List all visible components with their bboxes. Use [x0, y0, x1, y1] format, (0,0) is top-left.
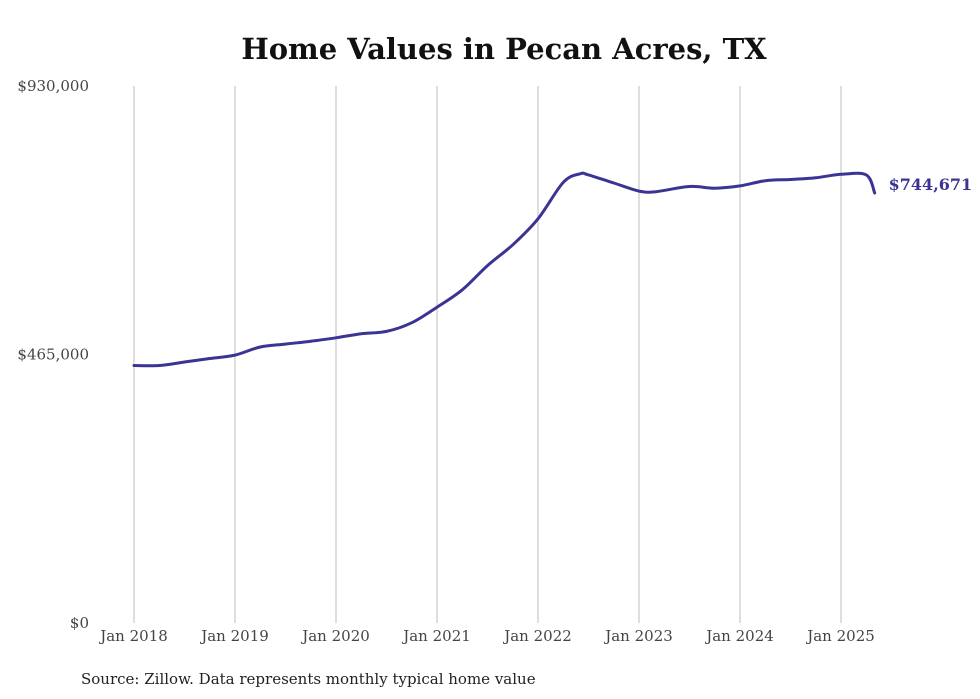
- x-tick-label: Jan 2018: [98, 627, 168, 645]
- y-tick-label: $0: [70, 614, 89, 632]
- x-tick-label: Jan 2022: [502, 627, 572, 645]
- latest-value-label: $744,671: [889, 175, 973, 194]
- chart-title: Home Values in Pecan Acres, TX: [241, 32, 767, 66]
- y-tick-label: $930,000: [17, 77, 89, 95]
- x-tick-label: Jan 2021: [401, 627, 471, 645]
- y-tick-label: $465,000: [17, 346, 89, 364]
- source-note: Source: Zillow. Data represents monthly …: [81, 670, 536, 688]
- x-tick-label: Jan 2023: [603, 627, 673, 645]
- x-tick-label: Jan 2024: [704, 627, 774, 645]
- grid-lines: [133, 86, 842, 623]
- x-axis-ticks: Jan 2018 Jan 2019 Jan 2020 Jan 2021 Jan 2022…: [98, 627, 875, 645]
- x-tick-label: Jan 2025: [805, 627, 875, 645]
- x-tick-label: Jan 2019: [199, 627, 269, 645]
- home-value-line: [132, 171, 877, 368]
- x-tick-label: Jan 2020: [300, 627, 370, 645]
- y-axis-ticks: $0 $465,000 $930,000: [17, 77, 89, 632]
